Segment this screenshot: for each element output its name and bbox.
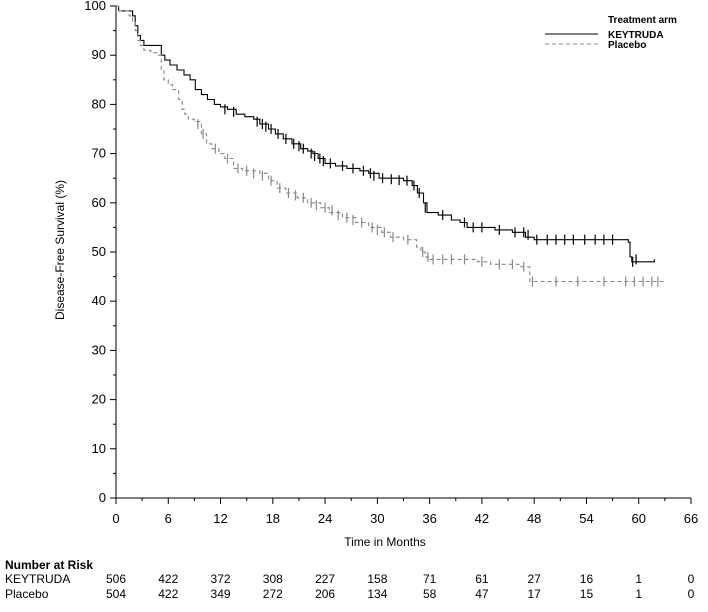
risk-value-keytruda: 158 xyxy=(367,572,387,586)
risk-value-keytruda: 422 xyxy=(158,572,178,586)
risk-value-keytruda: 1 xyxy=(635,572,642,586)
y-tick-label: 0 xyxy=(99,490,106,505)
x-tick-label: 0 xyxy=(112,511,119,526)
risk-value-keytruda: 372 xyxy=(211,572,231,586)
risk-row-label-placebo: Placebo xyxy=(5,587,49,601)
risk-value-placebo: 422 xyxy=(158,587,178,601)
legend-label-keytruda: KEYTRUDA xyxy=(608,30,664,41)
survival-curve-placebo xyxy=(116,5,665,283)
risk-value-keytruda: 71 xyxy=(423,572,437,586)
y-tick-label: 70 xyxy=(92,146,106,161)
risk-value-placebo: 504 xyxy=(106,587,126,601)
risk-value-placebo: 349 xyxy=(211,587,231,601)
risk-value-placebo: 206 xyxy=(315,587,335,601)
x-tick-label: 42 xyxy=(475,511,489,526)
risk-value-placebo: 0 xyxy=(688,587,695,601)
x-tick-label: 60 xyxy=(631,511,645,526)
y-tick-label: 40 xyxy=(92,293,106,308)
y-tick-label: 90 xyxy=(92,47,106,62)
x-tick-label: 66 xyxy=(684,511,698,526)
x-tick-label: 18 xyxy=(266,511,280,526)
risk-value-placebo: 17 xyxy=(528,587,542,601)
y-tick-label: 10 xyxy=(92,441,106,456)
risk-value-keytruda: 61 xyxy=(475,572,489,586)
y-tick-label: 50 xyxy=(92,244,106,259)
x-tick-label: 30 xyxy=(370,511,384,526)
y-tick-label: 60 xyxy=(92,195,106,210)
risk-value-placebo: 58 xyxy=(423,587,437,601)
x-axis-title: Time in Months xyxy=(344,535,426,549)
risk-value-placebo: 1 xyxy=(635,587,642,601)
legend-title: Treatment arm xyxy=(608,15,677,26)
x-tick-label: 24 xyxy=(318,511,332,526)
risk-value-keytruda: 506 xyxy=(106,572,126,586)
plot-area xyxy=(116,5,665,287)
risk-value-keytruda: 308 xyxy=(263,572,283,586)
risk-table-title: Number at Risk xyxy=(5,558,93,572)
x-tick-label: 36 xyxy=(422,511,436,526)
y-tick-label: 100 xyxy=(84,0,106,13)
x-tick-label: 6 xyxy=(165,511,172,526)
y-axis-title: Disease-Free Survival (%) xyxy=(53,180,67,320)
axes: 0 10 20 30 40 50 60 70 80 90 100 0 6 12 18 24 30 36 42 48 54… xyxy=(84,0,698,526)
y-tick-label: 30 xyxy=(92,342,106,357)
risk-table: Number at Risk KEYTRUDA Placebo 506 422 37… xyxy=(5,558,695,601)
x-tick-label: 12 xyxy=(213,511,227,526)
legend: Treatment arm KEYTRUDA Placebo xyxy=(545,15,677,51)
risk-value-keytruda: 16 xyxy=(580,572,594,586)
risk-row-label-keytruda: KEYTRUDA xyxy=(5,572,70,586)
risk-value-placebo: 272 xyxy=(263,587,283,601)
x-tick-label: 48 xyxy=(527,511,541,526)
y-tick-label: 80 xyxy=(92,96,106,111)
legend-label-placebo: Placebo xyxy=(608,40,646,51)
risk-value-keytruda: 0 xyxy=(688,572,695,586)
risk-value-placebo: 15 xyxy=(580,587,594,601)
x-tick-label: 54 xyxy=(579,511,593,526)
y-tick-label: 20 xyxy=(92,392,106,407)
risk-value-placebo: 47 xyxy=(475,587,489,601)
risk-value-keytruda: 227 xyxy=(315,572,335,586)
risk-value-keytruda: 27 xyxy=(528,572,542,586)
risk-value-placebo: 134 xyxy=(367,587,387,601)
